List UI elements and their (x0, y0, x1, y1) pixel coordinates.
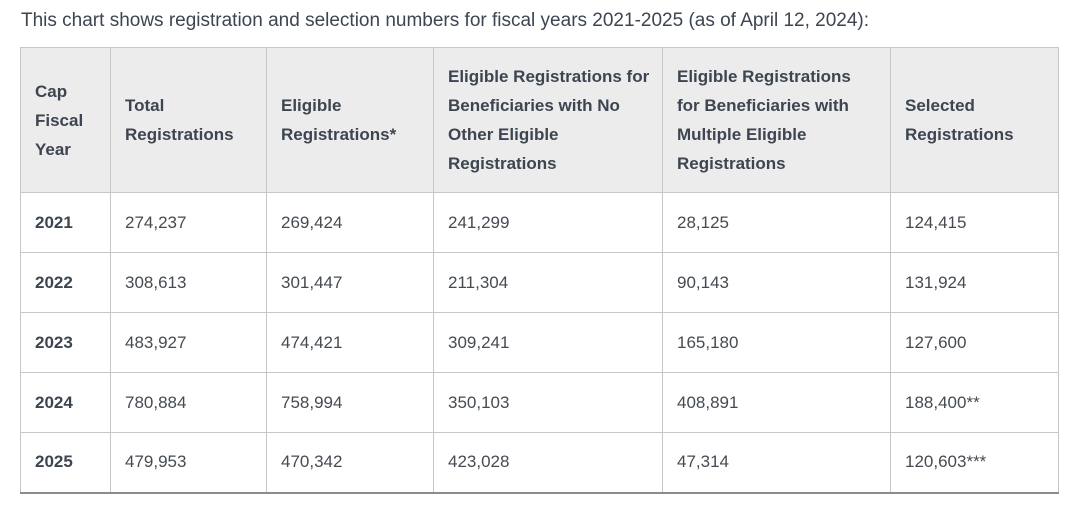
cell-eligible-multiple: 90,143 (662, 252, 891, 313)
row-year: 2025 (20, 432, 111, 493)
cell-eligible-registrations: 301,447 (266, 252, 434, 313)
cell-eligible-registrations: 269,424 (266, 192, 434, 253)
cell-eligible-multiple: 408,891 (662, 372, 891, 433)
cell-total-registrations: 780,884 (110, 372, 267, 433)
cell-eligible-multiple: 165,180 (662, 312, 891, 373)
cell-eligible-no-other: 423,028 (433, 432, 663, 493)
table-header: Cap Fiscal Year Total Registrations Elig… (20, 47, 1059, 193)
cell-eligible-no-other: 241,299 (433, 192, 663, 253)
row-year: 2022 (20, 252, 111, 313)
page: This chart shows registration and select… (20, 10, 1059, 494)
row-year: 2023 (20, 312, 111, 373)
table-row-2021: 2021 274,237 269,424 241,299 28,125 124,… (20, 192, 1059, 253)
cell-eligible-multiple: 28,125 (662, 192, 891, 253)
cell-selected-registrations: 124,415 (890, 192, 1059, 253)
table-row-2023: 2023 483,927 474,421 309,241 165,180 127… (20, 312, 1059, 373)
header-row: Cap Fiscal Year Total Registrations Elig… (20, 47, 1059, 193)
cell-total-registrations: 274,237 (110, 192, 267, 253)
cell-eligible-no-other: 350,103 (433, 372, 663, 433)
cell-eligible-registrations: 474,421 (266, 312, 434, 373)
table-row-2025: 2025 479,953 470,342 423,028 47,314 120,… (20, 432, 1059, 493)
table-row-2024: 2024 780,884 758,994 350,103 408,891 188… (20, 372, 1059, 433)
col-header-eligible-registrations: Eligible Registrations* (266, 47, 434, 193)
col-header-selected-registrations: Selected Registrations (890, 47, 1059, 193)
intro-text: This chart shows registration and select… (21, 10, 870, 31)
table-body: 2021 274,237 269,424 241,299 28,125 124,… (20, 192, 1059, 493)
col-header-cap-fiscal-year: Cap Fiscal Year (20, 47, 111, 193)
cell-total-registrations: 308,613 (110, 252, 267, 313)
col-header-eligible-no-other: Eligible Registrations for Beneficiaries… (433, 47, 663, 193)
row-year: 2024 (20, 372, 111, 433)
cell-eligible-multiple: 47,314 (662, 432, 891, 493)
table-row-2022: 2022 308,613 301,447 211,304 90,143 131,… (20, 252, 1059, 313)
cell-selected-registrations: 127,600 (890, 312, 1059, 373)
cell-eligible-no-other: 309,241 (433, 312, 663, 373)
registration-selection-table: Cap Fiscal Year Total Registrations Elig… (20, 47, 1059, 494)
row-year: 2021 (20, 192, 111, 253)
cell-eligible-registrations: 758,994 (266, 372, 434, 433)
cell-selected-registrations: 188,400** (890, 372, 1059, 433)
cell-eligible-registrations: 470,342 (266, 432, 434, 493)
col-header-total-registrations: Total Registrations (110, 47, 267, 193)
cell-eligible-no-other: 211,304 (433, 252, 663, 313)
cell-total-registrations: 479,953 (110, 432, 267, 493)
cell-total-registrations: 483,927 (110, 312, 267, 373)
cell-selected-registrations: 131,924 (890, 252, 1059, 313)
col-header-eligible-multiple: Eligible Registrations for Beneficiaries… (662, 47, 891, 193)
cell-selected-registrations: 120,603*** (890, 432, 1059, 493)
